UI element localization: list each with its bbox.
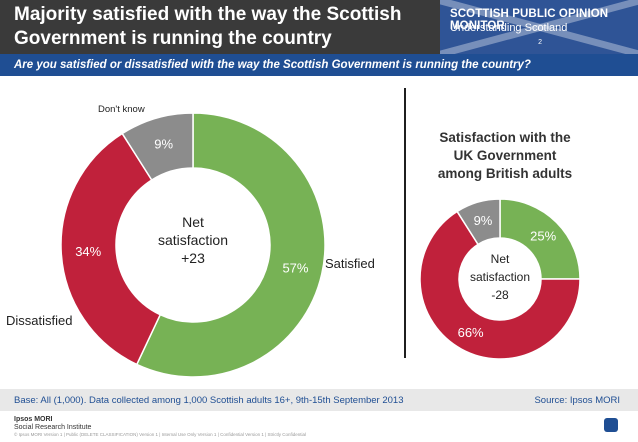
center-text-line-1: Net (182, 214, 204, 230)
base-bar (0, 389, 638, 411)
title-line-1: Majority satisfied with the way the Scot… (14, 4, 402, 25)
value-label-dont-know: 9% (154, 137, 173, 152)
question-bar: Are you satisfied or dissatisfied with t… (0, 54, 638, 76)
legend-label-dont-know: Don't know (98, 104, 145, 115)
value-label-uk-dissatisfied: 66% (458, 325, 484, 340)
page-number: 2 (538, 39, 542, 46)
legend-label-satisfied: Satisfied (325, 256, 375, 271)
value-label-satisfied: 57% (282, 260, 308, 275)
slice-satisfied (135, 112, 326, 378)
center-text-line-3: +23 (181, 250, 205, 266)
slice-dont-know (121, 112, 194, 182)
legend-label-dissatisfied: Dissatisfied (6, 313, 73, 328)
slice-dissatisfied (60, 132, 162, 366)
base-note: Base: All (1,000). Data collected among … (14, 395, 404, 406)
ipsos-logo: Ipsos MORI Social Research Institute (14, 416, 91, 432)
title-line-2: Government is running the country (14, 28, 332, 49)
uk-title-line-3: among British adults (437, 166, 573, 181)
center-text-line-1: Net (491, 252, 510, 266)
ipsos-logo-line-1: Ipsos MORI (14, 416, 53, 423)
monitor-title: SCOTTISH PUBLIC OPINION MONITOR (450, 8, 609, 32)
ipsos-corner-icon (604, 418, 618, 432)
divider-line (404, 88, 406, 358)
slice-uk-dont-know (456, 198, 501, 246)
monitor-subtitle: Understanding Scotland (450, 22, 568, 34)
uk-title-line-2: UK Government (453, 148, 557, 163)
header-bar: Majority satisfied with the way the Scot… (0, 0, 638, 54)
value-label-uk-satisfied: 25% (530, 228, 556, 243)
value-label-uk-dont-know: 9% (474, 213, 493, 228)
source-note: Source: Ipsos MORI (534, 395, 620, 406)
monitor-banner: SCOTTISH PUBLIC OPINION MONITOR Understa… (440, 0, 638, 54)
page-title: Majority satisfied with the way the Scot… (14, 3, 434, 51)
uk-title-line-1: Satisfaction with the (439, 130, 571, 145)
value-label-dissatisfied: 34% (75, 244, 101, 259)
center-text-line-2: satisfaction (158, 232, 228, 248)
classification-text: © Ipsos MORI Version 1 | Public (DELETE … (14, 432, 307, 437)
uk-chart-title: Satisfaction with the UK Government amon… (415, 129, 595, 183)
center-text-line-2: satisfaction (470, 270, 530, 284)
ipsos-logo-line-2: Social Research Institute (14, 424, 92, 431)
slice-uk-dissatisfied (419, 210, 581, 360)
center-text-line-3: -28 (491, 288, 509, 302)
